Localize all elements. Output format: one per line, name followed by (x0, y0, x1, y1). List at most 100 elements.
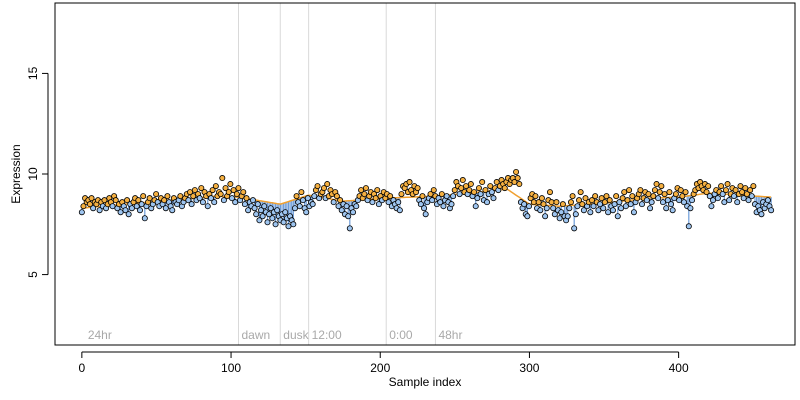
data-point (124, 197, 131, 204)
data-point (141, 215, 148, 222)
data-point (96, 207, 103, 214)
data-point (243, 195, 250, 202)
data-point (566, 205, 573, 212)
data-point (353, 203, 360, 210)
data-point (661, 191, 668, 198)
data-point (421, 205, 428, 212)
data-point (324, 181, 331, 188)
data-point (264, 219, 271, 226)
data-point (253, 211, 260, 218)
data-point (546, 189, 553, 196)
data-point (320, 185, 327, 192)
data-point (296, 203, 303, 210)
data-point (162, 205, 169, 212)
data-point (187, 189, 194, 196)
data-point (719, 191, 726, 198)
data-point (372, 195, 379, 202)
data-point (164, 193, 171, 200)
data-point (687, 205, 694, 212)
data-point (362, 185, 369, 192)
data-point (303, 209, 310, 216)
data-point (482, 187, 489, 194)
data-point (479, 179, 486, 186)
data-point (241, 201, 248, 208)
x-tick-label: 400 (669, 361, 689, 375)
data-point (721, 199, 728, 206)
data-point (267, 205, 274, 212)
data-point (516, 181, 523, 188)
data-point (490, 195, 497, 202)
data-point (138, 201, 145, 208)
data-point (395, 199, 402, 206)
data-point (112, 197, 119, 204)
data-point (398, 191, 405, 198)
vertical-markers (238, 3, 436, 345)
data-point (285, 223, 292, 230)
data-point (472, 203, 479, 210)
data-point (177, 193, 184, 200)
plot-frame (54, 2, 796, 346)
data-point (680, 199, 687, 206)
data-point (703, 189, 710, 196)
data-point (185, 197, 192, 204)
data-point (571, 225, 578, 232)
data-point (225, 189, 232, 196)
data-point (679, 193, 686, 200)
data-point (471, 189, 478, 196)
data-point (374, 187, 381, 194)
data-point (559, 201, 566, 208)
data-point (467, 181, 474, 188)
data-point (396, 207, 403, 214)
data-point (537, 207, 544, 214)
data-point (726, 197, 733, 204)
data-point (530, 199, 537, 206)
data-point (169, 207, 176, 214)
data-point (558, 209, 565, 216)
data-point (80, 203, 87, 210)
annotation-label: 24hr (88, 328, 112, 342)
data-point (125, 211, 132, 218)
data-point (290, 221, 297, 228)
data-points (78, 168, 775, 232)
data-point (346, 225, 353, 232)
data-point (576, 197, 583, 204)
data-point (648, 199, 655, 206)
data-point (643, 197, 650, 204)
data-point (427, 191, 434, 198)
data-point (758, 211, 765, 218)
annotation-label: 12:00 (312, 328, 342, 342)
data-point (477, 191, 484, 198)
data-point (333, 193, 340, 200)
data-point (685, 223, 692, 230)
annotation-label: dawn (242, 328, 271, 342)
y-tick-label: 5 (26, 271, 40, 278)
data-point (256, 217, 263, 224)
data-point (598, 195, 605, 202)
data-point (440, 203, 447, 210)
data-point (630, 209, 637, 216)
data-point (259, 213, 266, 220)
data-point (618, 205, 625, 212)
data-point (656, 189, 663, 196)
annotation-label: dusk (283, 328, 309, 342)
data-point (521, 201, 528, 208)
y-axis: 5 10 15 (26, 66, 49, 278)
data-point (627, 201, 634, 208)
data-point (235, 185, 242, 192)
data-point (553, 199, 560, 206)
data-point (543, 205, 550, 212)
data-point (135, 197, 142, 204)
data-point (538, 195, 545, 202)
data-point (487, 183, 494, 190)
data-point (637, 187, 644, 194)
data-point (430, 187, 437, 194)
data-point (655, 195, 662, 202)
data-point (291, 205, 298, 212)
data-point (240, 189, 247, 196)
x-tick-label: 100 (221, 361, 241, 375)
x-tick-label: 300 (519, 361, 539, 375)
data-point (748, 193, 755, 200)
data-point (375, 201, 382, 208)
data-point (616, 199, 623, 206)
data-point (358, 187, 365, 194)
